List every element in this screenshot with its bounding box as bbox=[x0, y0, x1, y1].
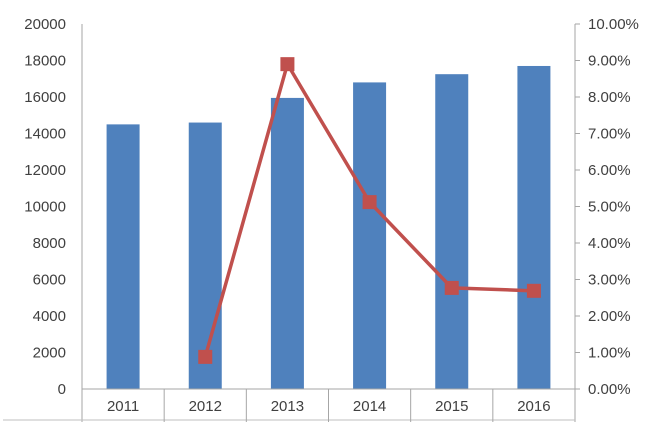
category-label: 2014 bbox=[353, 398, 386, 415]
right-axis-tick-label: 10.00% bbox=[588, 16, 639, 33]
category-axis-labels: 2011 2012 2013 2014 2015 2016 bbox=[107, 398, 551, 415]
right-axis-tick-label: 9.00% bbox=[588, 53, 631, 70]
right-axis-tick-label: 0.00% bbox=[588, 381, 631, 398]
right-axis-tick-label: 3.00% bbox=[588, 272, 631, 289]
square-marker-2013 bbox=[280, 57, 295, 72]
left-axis-tick-label: 16000 bbox=[24, 89, 66, 106]
bar-series bbox=[106, 65, 551, 390]
bar-2016 bbox=[517, 65, 551, 389]
left-axis-tick-label: 20000 bbox=[24, 16, 66, 33]
category-label: 2012 bbox=[189, 398, 222, 415]
left-axis-tick-label: 6000 bbox=[33, 272, 66, 289]
left-axis-ticks: 0 2000 4000 6000 8000 10000 12000 14000 16000 180… bbox=[24, 16, 66, 398]
right-axis-tick-label: 6.00% bbox=[588, 162, 631, 179]
bar-2011 bbox=[106, 124, 140, 389]
bar-2012 bbox=[188, 122, 222, 390]
left-axis-tick-label: 8000 bbox=[33, 235, 66, 252]
left-axis-tick-label: 18000 bbox=[24, 53, 66, 70]
right-axis-tick-label: 4.00% bbox=[588, 235, 631, 252]
left-axis-tick-label: 14000 bbox=[24, 126, 66, 143]
right-axis-tick-label: 2.00% bbox=[588, 308, 631, 325]
category-label: 2016 bbox=[517, 398, 550, 415]
left-axis-tick-label: 12000 bbox=[24, 162, 66, 179]
left-axis-tick-label: 2000 bbox=[33, 345, 66, 362]
square-marker-2012 bbox=[198, 349, 213, 364]
square-marker-2016 bbox=[526, 283, 541, 298]
square-marker-2014 bbox=[362, 195, 377, 210]
bar-2013 bbox=[270, 97, 304, 389]
right-axis-ticks: 0.00% 1.00% 2.00% 3.00% 4.00% 5.00% 6.00% 7.00%… bbox=[575, 16, 639, 398]
axes bbox=[3, 24, 576, 422]
right-axis-tick-label: 5.00% bbox=[588, 199, 631, 216]
bar-2014 bbox=[353, 82, 387, 390]
bar-2015 bbox=[435, 74, 469, 389]
left-axis-tick-label: 4000 bbox=[33, 308, 66, 325]
category-label: 2013 bbox=[271, 398, 304, 415]
category-label: 2011 bbox=[107, 398, 139, 415]
right-axis-tick-label: 1.00% bbox=[588, 345, 631, 362]
square-marker-2015 bbox=[444, 280, 459, 295]
left-axis-tick-label: 0 bbox=[58, 381, 66, 398]
right-axis-tick-label: 7.00% bbox=[588, 126, 631, 143]
category-label: 2015 bbox=[435, 398, 468, 415]
left-axis-tick-label: 10000 bbox=[24, 199, 66, 216]
right-axis-tick-label: 8.00% bbox=[588, 89, 631, 106]
line-series bbox=[198, 57, 541, 364]
